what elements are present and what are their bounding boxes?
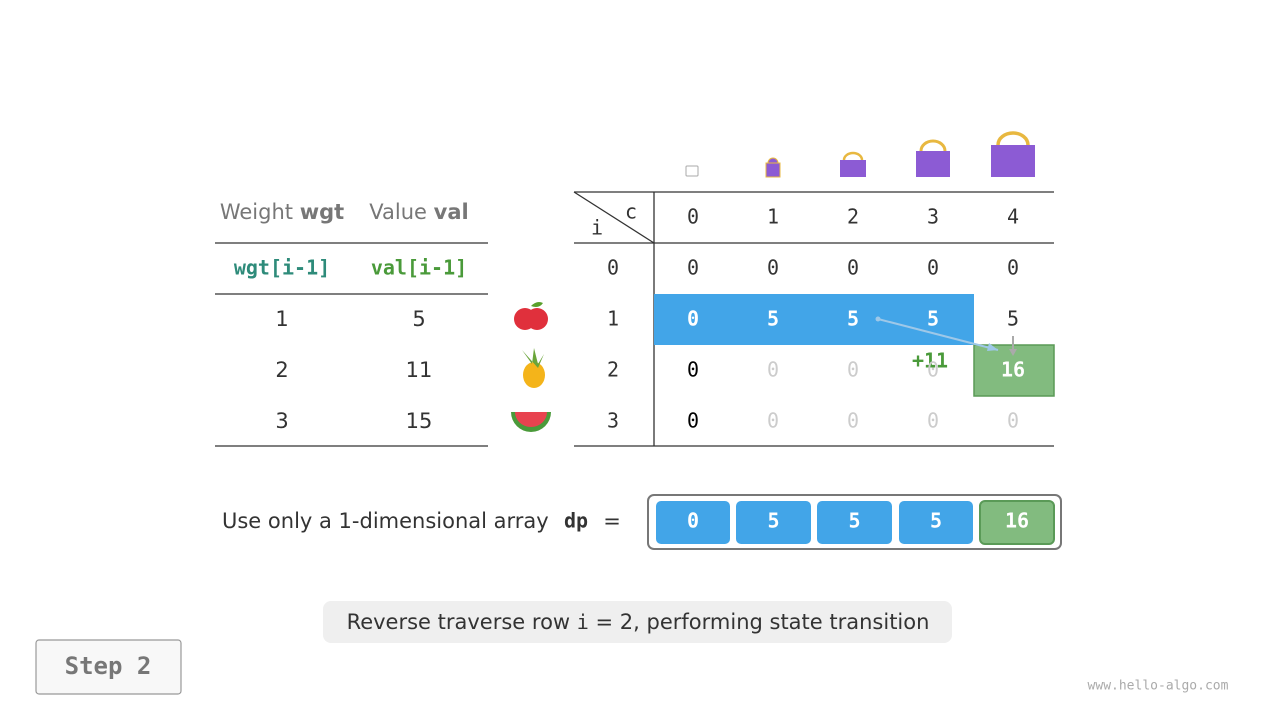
dp-cell: 0 [687, 409, 699, 433]
pineapple-icon [522, 348, 545, 388]
arrow-head [987, 343, 998, 351]
array-value: 5 [930, 509, 942, 533]
dp-cell: 0 [687, 358, 699, 382]
dp-cell: 0 [767, 256, 779, 280]
caption-text: = 2, performing state transition [596, 610, 930, 634]
dp-cell: 5 [927, 307, 939, 331]
row-label: 3 [607, 409, 619, 433]
header-label: Weight [220, 200, 293, 224]
step-button[interactable]: Step 2 [35, 639, 182, 695]
array-value: 0 [687, 509, 699, 533]
array-label: Use only a 1-dimensional array [222, 509, 549, 533]
dp-cell: 0 [1007, 256, 1019, 280]
watermelon-icon [511, 412, 551, 432]
header-weight: Weight wgt [220, 200, 344, 224]
array-value: 5 [848, 509, 860, 533]
watermark: www.hello-algo.com [1088, 679, 1229, 694]
column-header: 3 [927, 205, 939, 229]
dp-cell: 0 [927, 409, 939, 433]
array-cell [656, 501, 730, 544]
table-cell: 15 [406, 409, 433, 433]
row-label: 0 [607, 256, 619, 280]
table-cell: 2 [275, 358, 288, 382]
table-cell: 3 [275, 409, 288, 433]
dp-cell: 5 [1007, 307, 1019, 331]
row-label: 1 [607, 307, 619, 331]
dp-cell: 0 [847, 358, 859, 382]
header-label: Value [369, 200, 427, 224]
array-cell [736, 501, 811, 544]
array-name: dp [564, 509, 588, 533]
dp-cell: 0 [847, 409, 859, 433]
header-value: Value val [369, 200, 468, 224]
header-symbol: wgt [300, 200, 344, 224]
array-frame [647, 494, 1062, 550]
corner-label: c [625, 200, 637, 224]
column-header: 2 [847, 205, 859, 229]
caption-text: Reverse traverse row [347, 610, 571, 634]
table-cell: 11 [406, 358, 433, 382]
arrow-head [1009, 349, 1017, 356]
dp-cell: 0 [767, 358, 779, 382]
dp-cell: 5 [847, 307, 859, 331]
dp-cell: 0 [847, 256, 859, 280]
table-cell: 5 [412, 307, 425, 331]
bag-icons [685, 131, 1035, 178]
caption-box [323, 601, 952, 643]
dp-cell: 5 [767, 307, 779, 331]
subheader: wgt[i-1] [234, 256, 330, 280]
header-symbol: val [434, 200, 469, 224]
annotation: +11 [912, 349, 948, 373]
column-header: 4 [1007, 205, 1019, 229]
caption: Reverse traverse row i = 2, performing s… [347, 610, 930, 635]
table-cell: 1 [275, 307, 288, 331]
column-header: 1 [767, 205, 779, 229]
row-label: 2 [607, 358, 619, 382]
dp-cell: 0 [767, 409, 779, 433]
highlight-row [654, 294, 974, 345]
transition-arrow [877, 318, 999, 351]
array-cell [899, 501, 973, 544]
step-button-label[interactable]: Step 2 [65, 652, 152, 680]
caption-variable: i [577, 610, 589, 634]
apple-icon [514, 302, 548, 330]
subheader: val[i-1] [371, 256, 467, 280]
array-value: 16 [1005, 509, 1029, 533]
array-cell [979, 500, 1055, 545]
arrow-tail [875, 316, 881, 322]
dp-cell: 0 [927, 256, 939, 280]
dp-cell: 0 [687, 256, 699, 280]
corner-diagonal [573, 191, 655, 244]
array-value: 5 [767, 509, 779, 533]
dp-cell: 16 [1001, 358, 1025, 382]
dp-cell: 0 [927, 358, 939, 382]
dp-cell: 0 [1007, 409, 1019, 433]
array-cell [817, 501, 892, 544]
corner-label: i [591, 216, 603, 240]
step-button-box[interactable] [35, 639, 182, 695]
column-header: 0 [687, 205, 699, 229]
equals-sign: = [603, 509, 621, 533]
dp-cell: 0 [687, 307, 699, 331]
